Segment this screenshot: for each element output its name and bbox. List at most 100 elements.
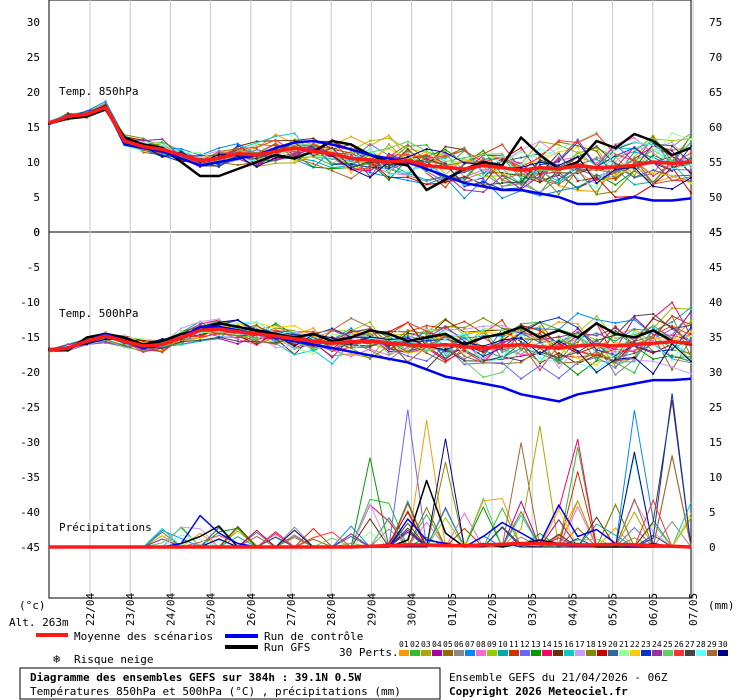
member-point: [614, 327, 617, 330]
member-point: [501, 356, 504, 359]
altitude-label: Alt. 263m: [9, 616, 69, 629]
member-point: [482, 352, 485, 355]
member-point: [501, 336, 504, 339]
member-point: [444, 145, 447, 148]
member-point: [520, 347, 523, 350]
member-point: [350, 327, 353, 330]
member-point: [501, 328, 504, 331]
member-point: [350, 317, 353, 320]
member-point: [406, 156, 409, 159]
member-point: [557, 362, 560, 365]
member-point: [576, 141, 579, 144]
member-point: [520, 329, 523, 331]
member-point: [671, 188, 674, 190]
member-point: [255, 152, 258, 155]
member-point: [463, 185, 466, 188]
member-point: [142, 149, 145, 152]
member-point: [482, 329, 485, 332]
member-point: [520, 340, 523, 343]
date-tick-label: 02/05: [486, 593, 499, 626]
member-point: [255, 148, 258, 151]
member-point: [690, 308, 692, 311]
member-point: [690, 171, 692, 174]
member-point: [293, 151, 296, 154]
member-point: [236, 342, 239, 345]
member-point: [274, 139, 277, 142]
member-point: [482, 345, 485, 348]
date-tick-label: 07/05: [687, 593, 700, 626]
member-point: [614, 352, 617, 355]
member-point: [312, 349, 315, 351]
member-point: [538, 327, 541, 330]
member-point: [312, 330, 315, 333]
member-point: [520, 166, 523, 169]
grid-lines: [89, 0, 694, 598]
member-point: [614, 168, 617, 171]
member-point: [463, 359, 466, 362]
member-point: [633, 318, 636, 321]
member-point: [501, 182, 504, 184]
member-point: [501, 324, 504, 327]
member-point: [520, 324, 523, 327]
member-point: [180, 155, 183, 158]
member-point: [369, 164, 371, 166]
member-point: [387, 165, 390, 168]
member-point: [482, 157, 485, 160]
member-point: [104, 341, 107, 344]
main-series: [48, 104, 692, 549]
member-point: [180, 342, 183, 345]
member-point: [369, 321, 371, 324]
member-id-label: 01: [399, 640, 409, 649]
member-point: [293, 353, 296, 356]
member-color-swatch: [421, 650, 431, 656]
member-point: [482, 172, 485, 175]
member-point: [690, 339, 692, 342]
member-point: [350, 352, 353, 355]
member-point: [444, 359, 447, 362]
member-point: [293, 138, 296, 141]
member-point: [595, 334, 598, 337]
member-point: [595, 173, 598, 176]
member-point: [538, 161, 541, 164]
member-point: [520, 332, 523, 335]
member-point: [444, 331, 447, 334]
member-point: [236, 147, 239, 150]
member-point: [444, 151, 447, 154]
left-tick-precip: -35: [20, 471, 40, 484]
member-point: [463, 331, 466, 334]
member-color-swatch: [652, 650, 662, 656]
member-point: [274, 135, 277, 138]
member-point: [595, 162, 598, 165]
member-point: [614, 340, 617, 343]
member-point: [576, 138, 579, 141]
member-point: [614, 196, 617, 199]
member-point: [369, 335, 371, 338]
member-point: [501, 160, 504, 163]
member-point: [444, 328, 447, 331]
member-point: [690, 352, 692, 355]
member-color-swatch: [410, 650, 420, 656]
member-point: [369, 342, 371, 345]
member-point: [406, 346, 409, 349]
member-point: [444, 325, 447, 328]
member-point: [293, 345, 296, 348]
member-point: [482, 149, 485, 152]
member-point: [671, 139, 674, 142]
left-tick-precip: -45: [20, 541, 40, 554]
member-point: [482, 178, 485, 181]
member-point: [444, 160, 447, 163]
member-point: [217, 153, 220, 156]
member-point: [199, 161, 202, 164]
member-point: [538, 341, 541, 344]
panel-title-850: Temp. 850hPa: [59, 85, 138, 98]
member-point: [557, 339, 560, 341]
member-point: [406, 329, 409, 332]
member-point: [595, 340, 598, 343]
member-point: [387, 155, 390, 158]
member-point: [350, 171, 353, 174]
date-tick-label: 30/04: [406, 593, 419, 626]
member-point: [671, 159, 674, 162]
member-point: [595, 364, 598, 367]
member-point: [425, 324, 428, 327]
member-point: [425, 328, 428, 331]
